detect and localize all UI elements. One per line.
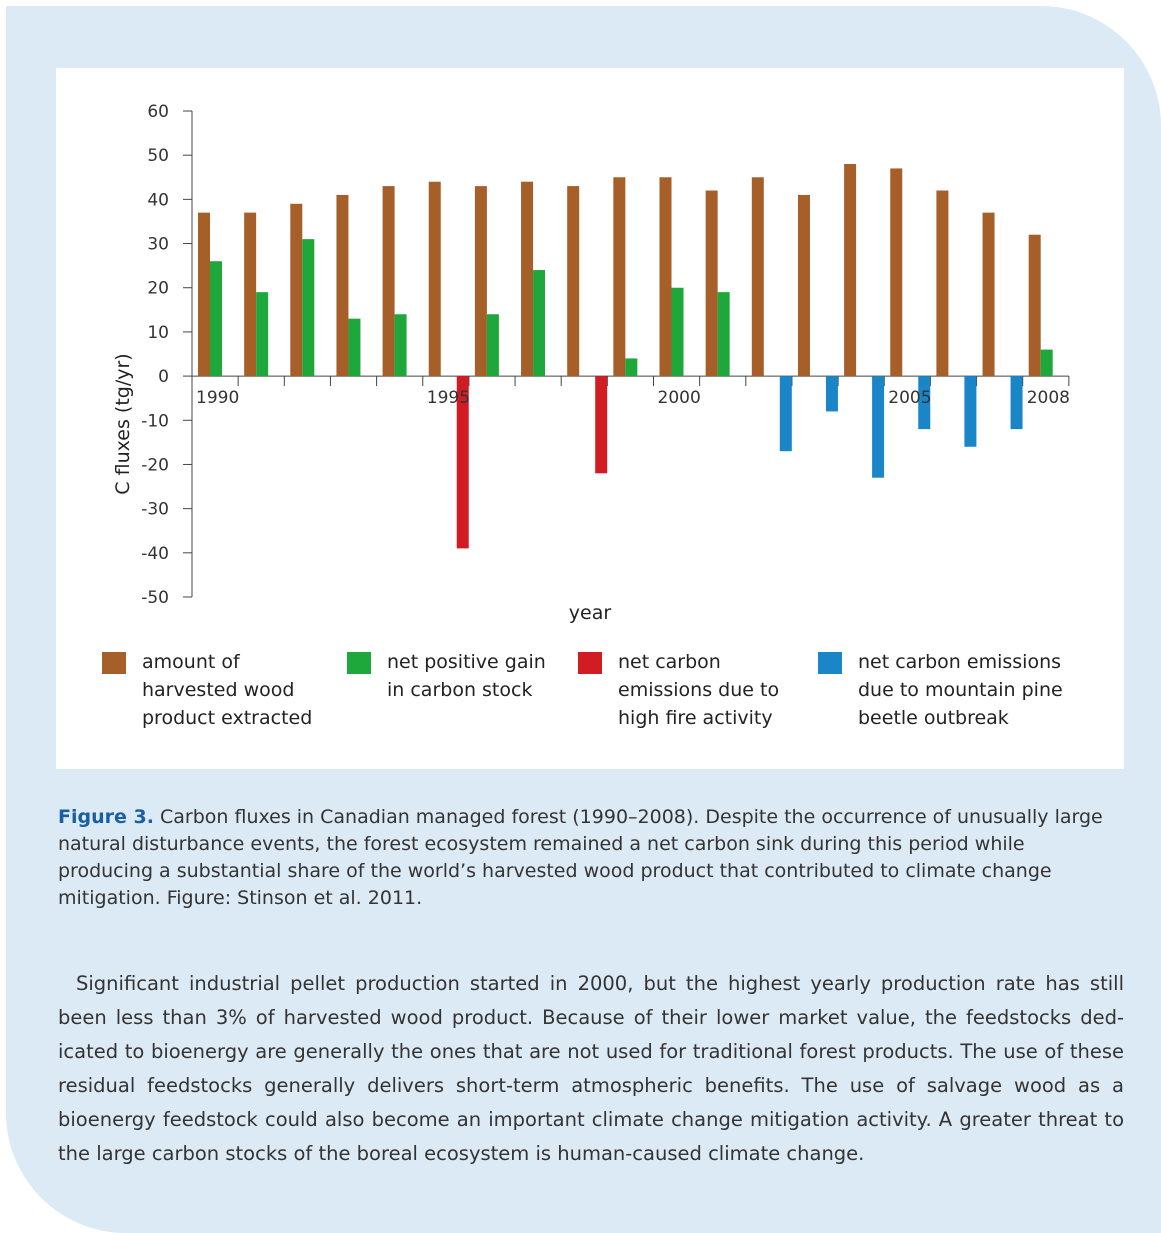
x-axis-title: year (569, 602, 612, 624)
bar-harvested (567, 186, 580, 377)
bar-carbon-gain (394, 314, 407, 377)
y-tick-label: -30 (141, 500, 169, 520)
bar-harvested (336, 194, 349, 377)
bar-harvested (382, 186, 395, 377)
x-tick-label: 1990 (196, 388, 239, 408)
legend-swatch (347, 652, 371, 674)
bar-beetle-emissions (779, 376, 792, 452)
bar-carbon-gain (625, 358, 638, 377)
bar-beetle-emissions (1010, 376, 1023, 430)
bar-harvested (613, 177, 626, 377)
bar-beetle-emissions (825, 376, 838, 412)
bar-carbon-gain (210, 261, 222, 377)
bar-harvested (198, 212, 210, 377)
y-tick-label: -40 (141, 544, 169, 564)
legend-label: amount of harvested wood product extract… (142, 651, 313, 729)
legend-label: net positive gain in carbon stock (387, 651, 546, 701)
legend-label: net carbon emissions due to mountain pin… (858, 651, 1063, 729)
bar-beetle-emissions (918, 376, 931, 430)
bar-harvested (290, 203, 303, 377)
bar-harvested (428, 181, 441, 377)
legend-swatch (578, 652, 602, 674)
bar-carbon-gain (1040, 349, 1053, 377)
x-tick-label: 2000 (658, 388, 701, 408)
bar-harvested (521, 181, 534, 377)
bar-harvested (844, 164, 857, 377)
bar-harvested (982, 212, 995, 377)
bar-fire-emissions (595, 376, 608, 474)
figure-caption: Figure 3. Carbon fluxes in Canadian mana… (58, 804, 1124, 912)
bar-carbon-gain (348, 318, 361, 377)
figure-panel: C fluxes (tg/yr) year 60 50 40 30 20 10 0 -10 -2… (6, 6, 1161, 1233)
bar-harvested (659, 177, 672, 377)
bar-harvested (244, 212, 257, 377)
figure-label: Figure 3. (58, 806, 154, 828)
bar-harvested (890, 168, 903, 377)
bar-beetle-emissions (872, 376, 885, 478)
body-paragraph: Significant industrial pellet production… (58, 972, 1124, 1165)
legend: amount of harvested wood product extract… (56, 650, 1124, 750)
y-tick-label: -10 (141, 411, 169, 431)
y-tick-label: 20 (147, 279, 169, 299)
y-tick-label: 60 (147, 102, 169, 122)
bar-harvested (797, 194, 810, 377)
x-tick-label: 2008 (1027, 388, 1070, 408)
bar-harvested (1028, 234, 1041, 377)
bar-carbon-gain (533, 270, 546, 377)
bar-chart: C fluxes (tg/yr) year 60 50 40 30 20 10 0 -10 -2… (112, 102, 1070, 624)
x-tick-label: 2005 (888, 388, 931, 408)
bar-harvested (474, 186, 487, 377)
legend-swatch (102, 652, 126, 674)
x-tick-label: 1995 (427, 388, 470, 408)
bar-beetle-emissions (964, 376, 977, 447)
bar-fire-emissions (456, 376, 469, 549)
chart-container: C fluxes (tg/yr) year 60 50 40 30 20 10 0 -10 -2… (56, 68, 1124, 769)
bar-harvested (705, 190, 718, 377)
caption-text: Carbon fluxes in Canadian managed forest… (58, 806, 1103, 909)
bar-carbon-gain (486, 314, 499, 377)
y-tick-label: -20 (141, 455, 169, 475)
y-tick-label: 40 (147, 190, 169, 210)
y-tick-label: -50 (141, 588, 169, 608)
y-tick-label: 10 (147, 323, 169, 343)
y-axis-title: C fluxes (tg/yr) (112, 353, 134, 494)
legend-label: net carbon emissions due to high fire ac… (618, 651, 780, 729)
bar-carbon-gain (256, 292, 269, 377)
bar-carbon-gain (717, 292, 730, 377)
legend-swatch (818, 652, 842, 674)
bar-harvested (751, 177, 764, 377)
bar-harvested (936, 190, 949, 377)
bar-carbon-gain (302, 239, 315, 377)
y-tick-label: 50 (147, 146, 169, 166)
y-tick-label: 0 (158, 367, 169, 387)
bar-carbon-gain (671, 287, 684, 377)
y-tick-label: 30 (147, 235, 169, 255)
